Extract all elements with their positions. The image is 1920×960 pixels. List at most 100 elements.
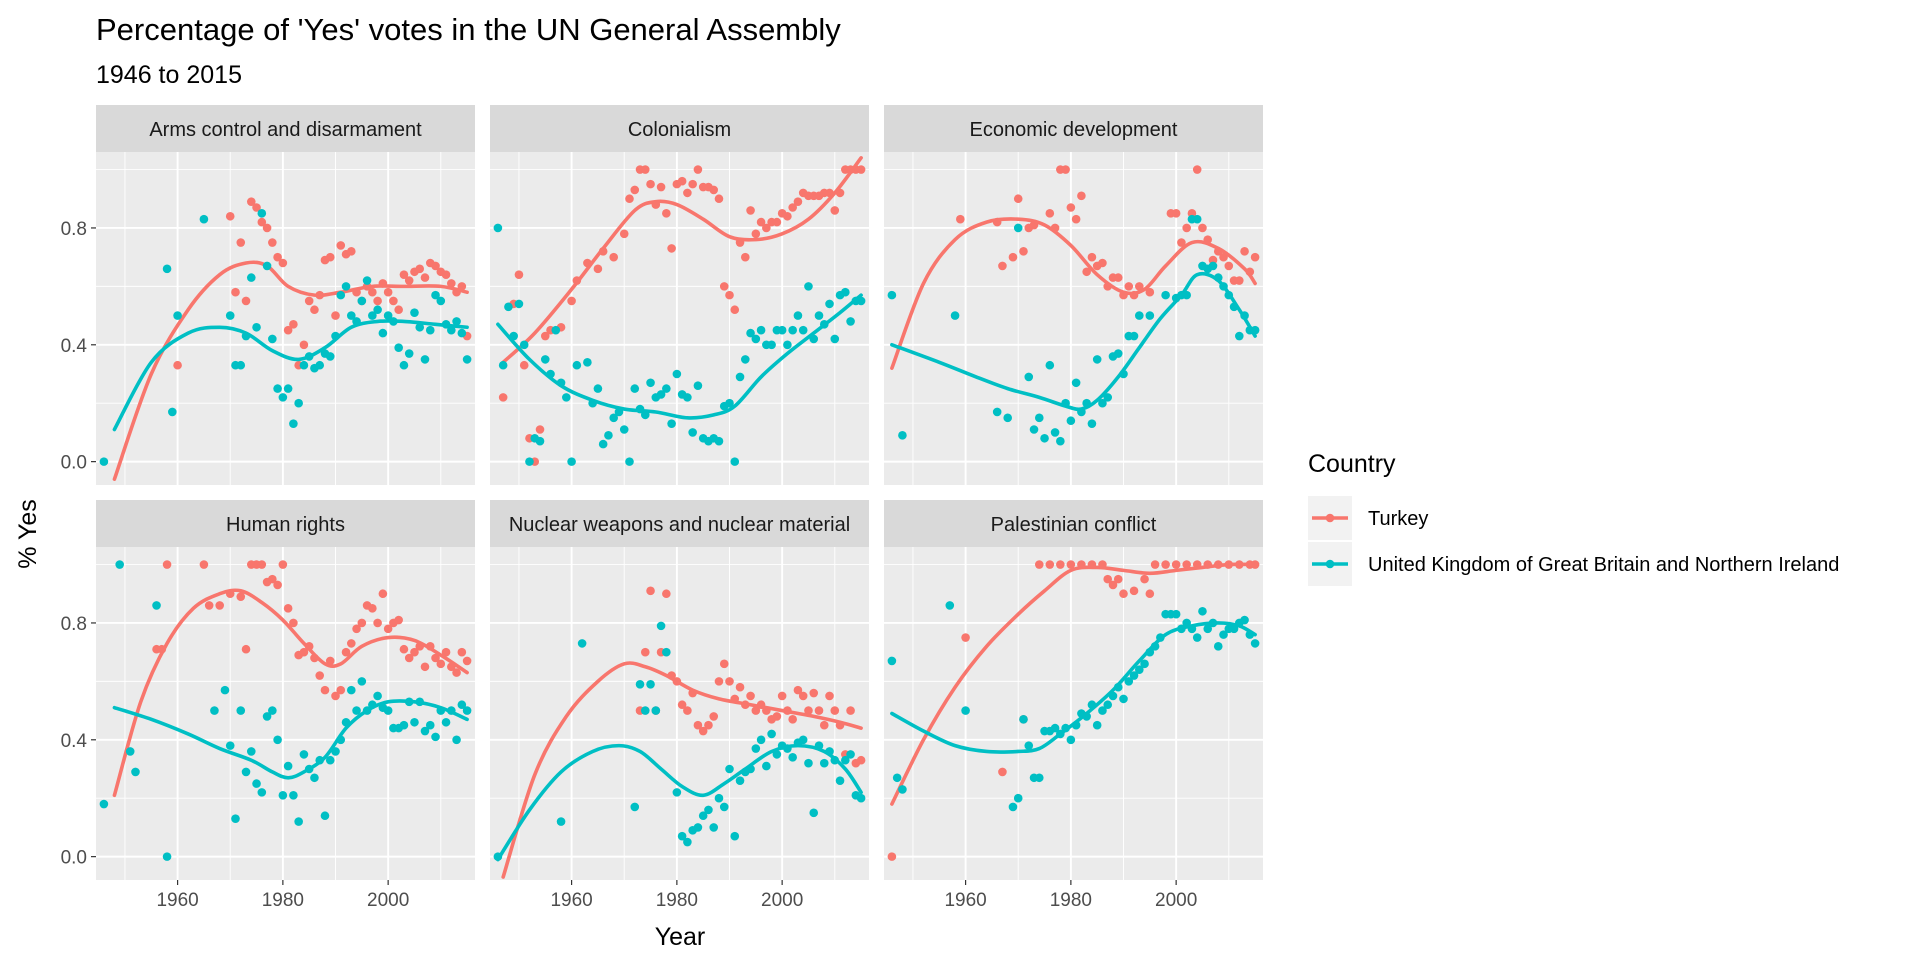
point-turkey (368, 287, 377, 297)
y-tick-label: 0.8 (61, 219, 87, 240)
point-united-kingdom-of-great-britain-and-northern-ireland (583, 358, 592, 367)
point-turkey (162, 560, 172, 569)
point-united-kingdom-of-great-britain-and-northern-ireland (519, 340, 529, 350)
point-united-kingdom-of-great-britain-and-northern-ireland (1071, 378, 1081, 388)
point-united-kingdom-of-great-britain-and-northern-ireland (898, 431, 907, 440)
point-united-kingdom-of-great-britain-and-northern-ireland (378, 328, 388, 338)
point-united-kingdom-of-great-britain-and-northern-ireland (887, 656, 897, 666)
point-united-kingdom-of-great-britain-and-northern-ireland (656, 621, 666, 631)
point-united-kingdom-of-great-britain-and-northern-ireland (604, 431, 613, 440)
point-turkey (1235, 276, 1244, 285)
point-united-kingdom-of-great-britain-and-northern-ireland (294, 398, 303, 408)
point-turkey (667, 244, 676, 253)
point-turkey (609, 252, 619, 262)
point-united-kingdom-of-great-britain-and-northern-ireland (714, 793, 724, 803)
point-united-kingdom-of-great-britain-and-northern-ireland (1103, 700, 1113, 710)
point-united-kingdom-of-great-britain-and-northern-ireland (341, 282, 351, 291)
point-turkey (719, 659, 729, 669)
point-united-kingdom-of-great-britain-and-northern-ireland (425, 720, 435, 730)
point-turkey (662, 209, 671, 218)
point-united-kingdom-of-great-britain-and-northern-ireland (698, 811, 708, 821)
point-united-kingdom-of-great-britain-and-northern-ireland (1250, 639, 1260, 648)
point-united-kingdom-of-great-britain-and-northern-ireland (131, 767, 140, 777)
point-turkey (383, 287, 393, 297)
point-united-kingdom-of-great-britain-and-northern-ireland (268, 706, 277, 715)
point-united-kingdom-of-great-britain-and-northern-ireland (289, 790, 298, 800)
point-turkey (998, 767, 1007, 777)
point-united-kingdom-of-great-britain-and-northern-ireland (841, 755, 850, 765)
trend-line-united-kingdom-of-great-britain-and-northern-ireland (496, 293, 863, 420)
point-united-kingdom-of-great-britain-and-northern-ireland (1134, 665, 1144, 674)
point-turkey (887, 852, 897, 861)
point-turkey (1192, 165, 1202, 174)
point-united-kingdom-of-great-britain-and-northern-ireland (767, 340, 776, 350)
point-turkey (320, 685, 330, 695)
point-united-kingdom-of-great-britain-and-northern-ireland (1024, 741, 1034, 750)
point-turkey (241, 644, 251, 654)
point-united-kingdom-of-great-britain-and-northern-ireland (846, 317, 855, 326)
point-united-kingdom-of-great-britain-and-northern-ireland (819, 758, 829, 768)
point-united-kingdom-of-great-britain-and-northern-ireland (399, 720, 409, 730)
point-united-kingdom-of-great-britain-and-northern-ireland (683, 837, 692, 847)
point-united-kingdom-of-great-britain-and-northern-ireland (262, 261, 272, 271)
point-turkey (856, 165, 866, 174)
point-united-kingdom-of-great-britain-and-northern-ireland (431, 732, 440, 742)
point-turkey (519, 360, 529, 370)
point-united-kingdom-of-great-britain-and-northern-ireland (1119, 694, 1128, 704)
point-united-kingdom-of-great-britain-and-northern-ireland (719, 802, 729, 812)
point-turkey (462, 656, 472, 666)
point-united-kingdom-of-great-britain-and-northern-ireland (352, 706, 361, 715)
legend-label: United Kingdom of Great Britain and Nort… (1368, 554, 1839, 576)
point-united-kingdom-of-great-britain-and-northern-ireland (252, 322, 261, 332)
point-united-kingdom-of-great-britain-and-northern-ireland (556, 817, 566, 826)
trend-line-united-kingdom-of-great-britain-and-northern-ireland (890, 271, 1257, 412)
point-turkey (331, 691, 340, 701)
point-turkey (378, 589, 388, 599)
point-turkey (688, 179, 697, 189)
point-united-kingdom-of-great-britain-and-northern-ireland (846, 750, 855, 759)
point-turkey (436, 659, 446, 669)
point-united-kingdom-of-great-britain-and-northern-ireland (231, 814, 240, 823)
point-turkey (325, 656, 335, 666)
panel-background (96, 547, 475, 880)
legend: Country Turkey United Kingdom of Great Br… (1308, 450, 1839, 586)
point-united-kingdom-of-great-britain-and-northern-ireland (457, 328, 467, 338)
panel-economic-development: Economic development (884, 105, 1263, 485)
panel-strip (884, 105, 1263, 152)
x-tick-label: 1980 (1050, 890, 1092, 911)
legend-item-united-kingdom-of-great-britain-and-northern-ireland: United Kingdom of Great Britain and Nort… (1308, 542, 1839, 586)
point-united-kingdom-of-great-britain-and-northern-ireland (498, 360, 508, 370)
point-united-kingdom-of-great-britain-and-northern-ireland (262, 712, 272, 721)
x-tick-label: 1960 (944, 890, 986, 911)
point-turkey (441, 270, 451, 279)
point-turkey (746, 691, 755, 701)
point-turkey (1224, 261, 1234, 271)
point-united-kingdom-of-great-britain-and-northern-ireland (1161, 290, 1170, 300)
point-turkey (730, 305, 740, 315)
point-united-kingdom-of-great-britain-and-northern-ireland (756, 325, 766, 335)
trend-line-united-kingdom-of-great-britain-and-northern-ireland (496, 743, 863, 862)
point-turkey (399, 644, 409, 654)
point-turkey (625, 194, 634, 204)
point-united-kingdom-of-great-britain-and-northern-ireland (225, 311, 235, 320)
point-turkey (1145, 589, 1155, 599)
point-united-kingdom-of-great-britain-and-northern-ireland (246, 273, 256, 282)
point-turkey (714, 194, 724, 204)
x-tick-label: 2000 (1155, 890, 1197, 911)
point-united-kingdom-of-great-britain-and-northern-ireland (152, 601, 161, 610)
panel-data (887, 165, 1260, 446)
point-turkey (735, 682, 745, 692)
point-turkey (783, 211, 792, 221)
panel-colonialism: Colonialism (490, 105, 869, 485)
point-united-kingdom-of-great-britain-and-northern-ireland (1129, 671, 1139, 680)
point-turkey (830, 206, 840, 215)
panel-strip-label: Arms control and disarmament (149, 119, 422, 141)
point-united-kingdom-of-great-britain-and-northern-ireland (841, 287, 850, 297)
point-united-kingdom-of-great-britain-and-northern-ireland (415, 322, 425, 332)
point-united-kingdom-of-great-britain-and-northern-ireland (898, 785, 907, 794)
point-united-kingdom-of-great-britain-and-northern-ireland (961, 706, 970, 715)
point-united-kingdom-of-great-britain-and-northern-ireland (667, 419, 676, 428)
point-united-kingdom-of-great-britain-and-northern-ireland (257, 788, 267, 797)
point-united-kingdom-of-great-britain-and-northern-ireland (598, 439, 608, 449)
point-united-kingdom-of-great-britain-and-northern-ireland (420, 355, 430, 364)
